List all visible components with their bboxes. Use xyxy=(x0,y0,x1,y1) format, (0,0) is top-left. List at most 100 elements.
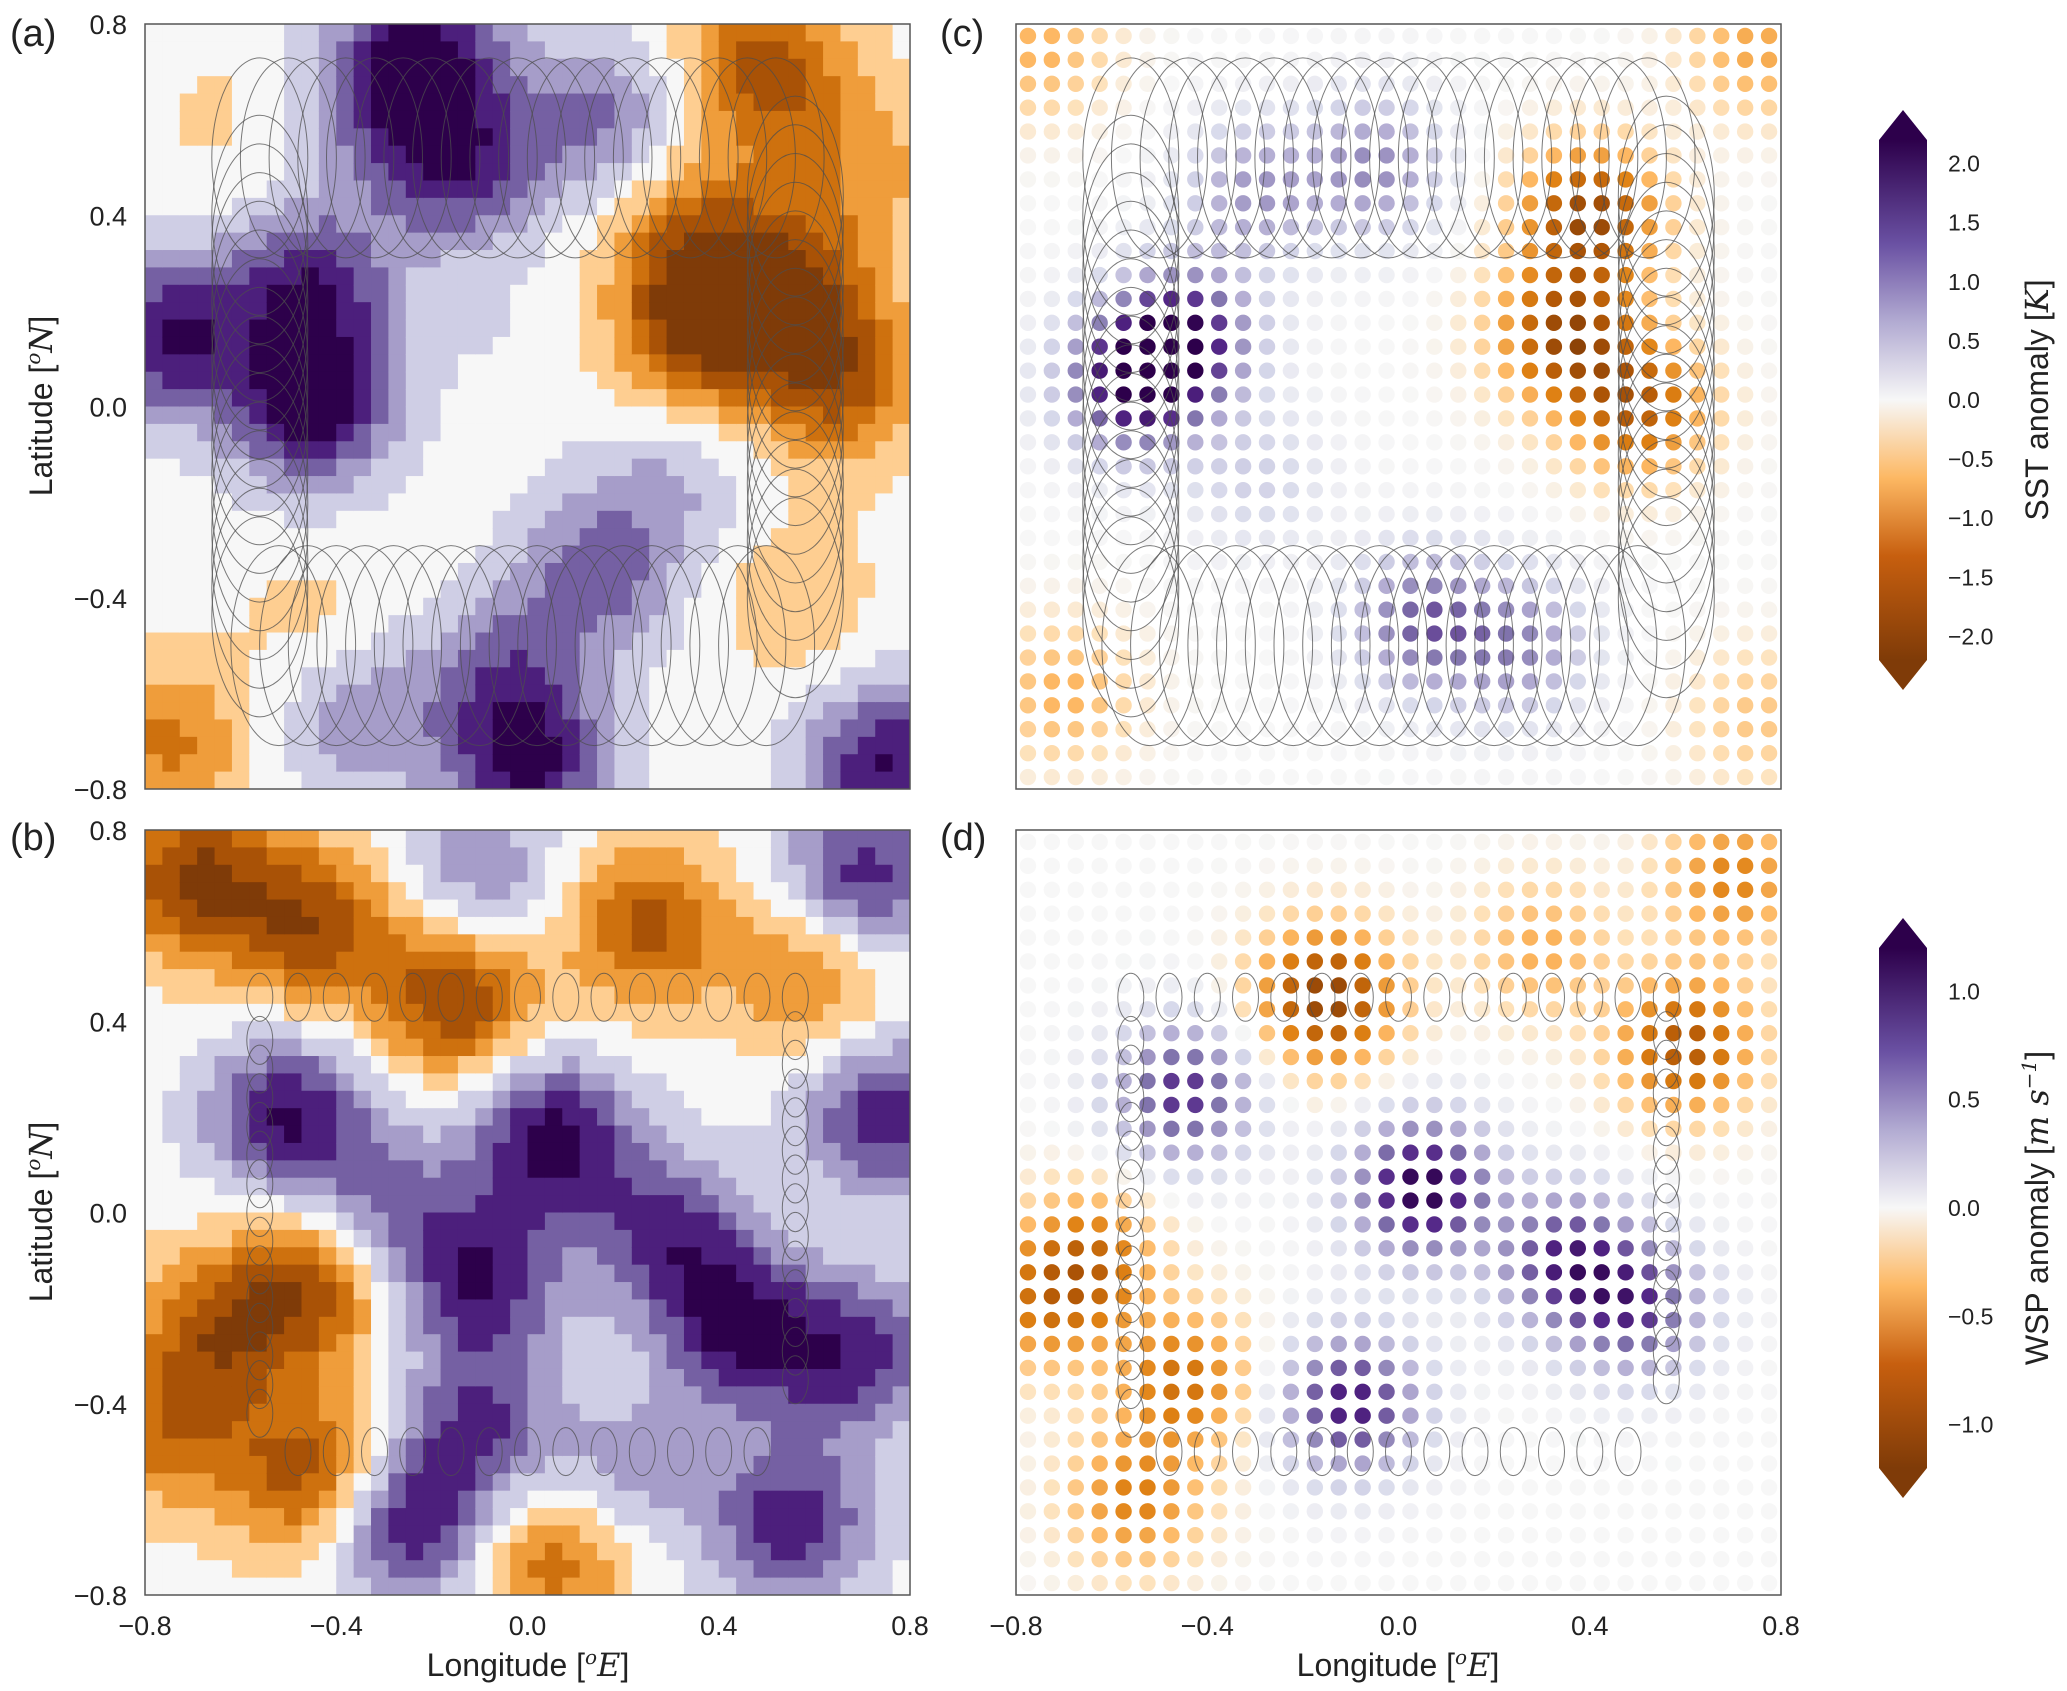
contour-cell xyxy=(736,1334,755,1353)
grid-dot xyxy=(1713,625,1730,642)
contour-cell xyxy=(510,1508,529,1527)
contour-cell xyxy=(649,632,668,651)
contour-cell xyxy=(388,847,407,866)
grid-dot xyxy=(1019,99,1037,116)
contour-cell xyxy=(336,1038,355,1057)
contour-cell xyxy=(353,847,372,866)
contour-cell xyxy=(788,882,807,901)
contour-cell xyxy=(631,389,650,408)
contour-cell xyxy=(388,406,407,425)
contour-cell xyxy=(857,1177,876,1196)
contour-cell xyxy=(440,916,459,935)
contour-cell xyxy=(718,754,737,773)
contour-cell xyxy=(770,232,789,251)
contour-cell xyxy=(840,441,859,460)
contour-cell xyxy=(544,441,563,460)
contour-cell xyxy=(318,1247,337,1266)
grid-dot xyxy=(1330,171,1347,188)
contour-cell xyxy=(614,1247,633,1266)
contour-cell xyxy=(457,1473,476,1492)
contour-cell xyxy=(162,597,181,616)
grid-dot xyxy=(1258,529,1276,547)
contour-cell xyxy=(840,389,859,408)
grid-dot xyxy=(1258,434,1276,451)
contour-cell xyxy=(614,423,633,442)
contour-cell xyxy=(527,1282,546,1301)
contour-cell xyxy=(683,41,702,60)
contour-cell xyxy=(284,1490,303,1509)
contour-cell xyxy=(405,934,424,953)
contour-cell xyxy=(544,1021,563,1040)
contour-cell xyxy=(579,1038,598,1057)
contour-cell xyxy=(475,1125,494,1144)
contour-cell xyxy=(701,1542,720,1561)
contour-cell xyxy=(388,1334,407,1353)
contour-cell xyxy=(457,1368,476,1387)
contour-cell xyxy=(214,702,233,721)
contour-cell xyxy=(162,93,181,112)
contour-cell xyxy=(544,354,563,373)
grid-dot xyxy=(1282,338,1300,355)
contour-cell xyxy=(510,1125,529,1144)
contour-cell xyxy=(840,597,859,616)
contour-cell xyxy=(249,1560,268,1579)
contour-cell xyxy=(718,882,737,901)
contour-cell xyxy=(614,1021,633,1040)
track-ellipse xyxy=(667,972,694,1022)
contour-cell xyxy=(857,1195,876,1214)
contour-cell xyxy=(353,1438,372,1457)
contour-cell xyxy=(353,284,372,303)
grid-dot xyxy=(1521,314,1539,332)
contour-cell xyxy=(353,1403,372,1422)
contour-cell xyxy=(353,250,372,269)
contour-cell xyxy=(284,951,303,970)
contour-cell xyxy=(371,986,390,1005)
grid-dot xyxy=(1402,314,1419,332)
contour-cell xyxy=(440,1247,459,1266)
contour-cell xyxy=(336,719,355,738)
contour-cell xyxy=(284,1195,303,1214)
contour-cell xyxy=(457,1282,476,1301)
contour-cell xyxy=(197,1212,216,1231)
contour-cell xyxy=(214,1421,233,1440)
contour-cell xyxy=(162,441,181,460)
contour-cell xyxy=(857,1264,876,1283)
contour-cell xyxy=(614,441,633,460)
contour-cell xyxy=(527,1473,546,1492)
contour-cell xyxy=(492,250,511,269)
grid-dot xyxy=(1139,481,1156,499)
contour-cell xyxy=(857,284,876,303)
grid-dot xyxy=(1282,458,1300,475)
contour-cell xyxy=(527,24,546,42)
contour-cell xyxy=(527,934,546,953)
contour-cell xyxy=(544,145,563,164)
contour-cell xyxy=(614,1229,633,1248)
contour-cell xyxy=(457,1508,476,1527)
contour-cell xyxy=(284,389,303,408)
contour-cell xyxy=(562,1577,581,1595)
contour-cell xyxy=(284,1264,303,1283)
contour-cell xyxy=(266,1508,285,1527)
contour-cell xyxy=(249,1282,268,1301)
contour-cell xyxy=(805,1473,824,1492)
track-ellipse xyxy=(781,1183,809,1233)
contour-cell xyxy=(353,145,372,164)
contour-cell xyxy=(284,847,303,866)
contour-cell xyxy=(683,684,702,703)
contour-cell xyxy=(475,719,494,738)
contour-cell xyxy=(875,423,894,442)
contour-cell xyxy=(197,1316,216,1335)
contour-cell xyxy=(301,493,320,512)
contour-cell xyxy=(388,649,407,668)
contour-cell xyxy=(840,1212,859,1231)
contour-cell xyxy=(284,1160,303,1179)
contour-cell xyxy=(892,580,910,599)
contour-cell xyxy=(823,1455,842,1474)
contour-cell xyxy=(701,754,720,773)
contour-cell xyxy=(770,934,789,953)
contour-cell xyxy=(770,406,789,425)
contour-cell xyxy=(544,969,563,988)
contour-cell xyxy=(179,110,198,129)
grid-dot xyxy=(1545,362,1563,379)
contour-cell xyxy=(371,615,390,634)
